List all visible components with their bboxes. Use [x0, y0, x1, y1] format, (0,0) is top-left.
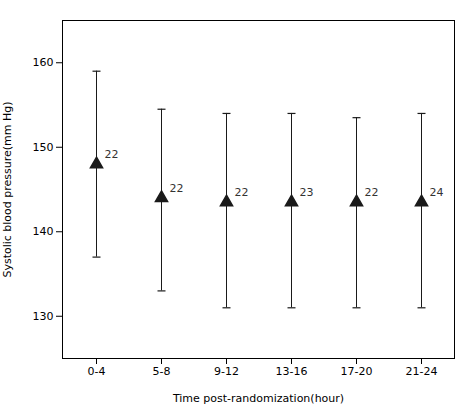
- svg-text:Systolic blood pressure(mm Hg): Systolic blood pressure(mm Hg): [1, 101, 14, 277]
- svg-text:0-4: 0-4: [88, 365, 106, 378]
- svg-text:23: 23: [300, 186, 314, 199]
- svg-text:17-20: 17-20: [341, 365, 373, 378]
- svg-text:Time post-randomization(hour): Time post-randomization(hour): [172, 392, 344, 404]
- svg-text:22: 22: [365, 186, 379, 199]
- svg-text:140: 140: [33, 225, 54, 238]
- svg-text:21-24: 21-24: [406, 365, 438, 378]
- svg-text:130: 130: [33, 310, 54, 323]
- svg-text:24: 24: [430, 186, 444, 199]
- svg-text:160: 160: [33, 56, 54, 69]
- svg-text:22: 22: [170, 182, 184, 195]
- svg-text:13-16: 13-16: [276, 365, 308, 378]
- svg-text:22: 22: [105, 148, 119, 161]
- svg-text:150: 150: [33, 141, 54, 154]
- svg-text:9-12: 9-12: [214, 365, 239, 378]
- svg-text:5-8: 5-8: [153, 365, 171, 378]
- svg-text:22: 22: [235, 186, 249, 199]
